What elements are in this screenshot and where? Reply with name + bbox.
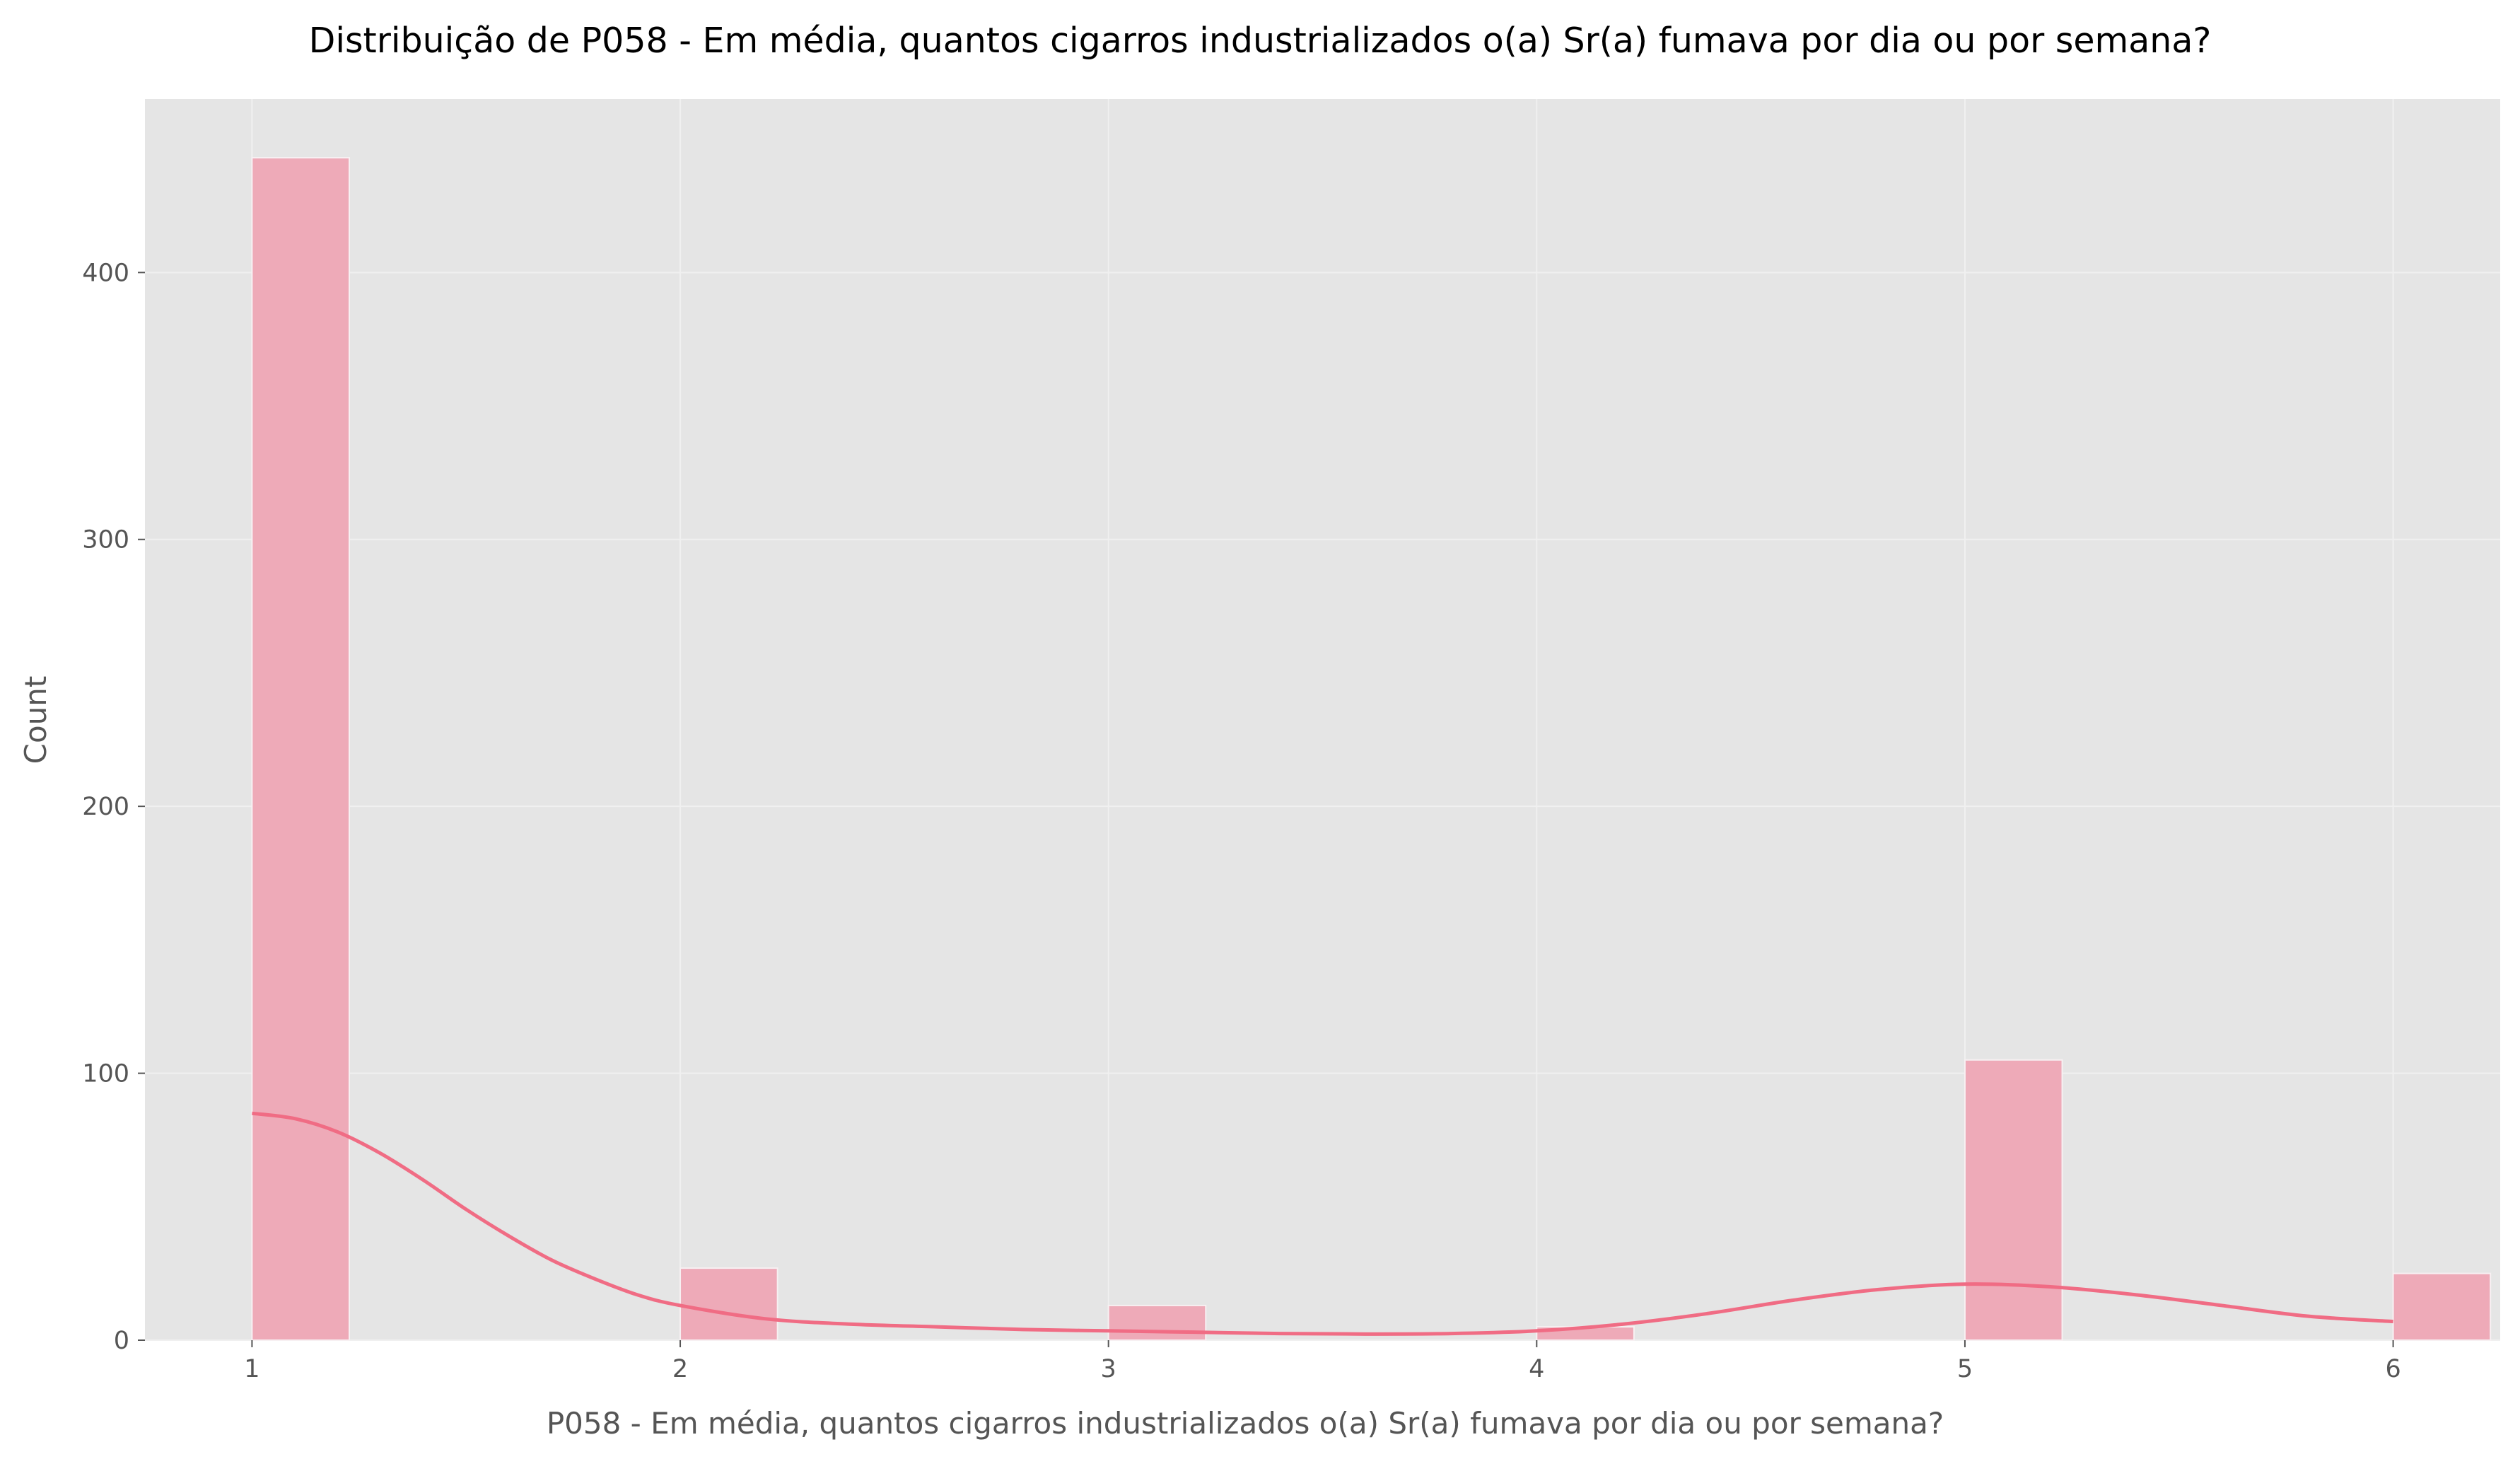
chart-title: Distribuição de P058 - Em média, quantos… (309, 21, 2212, 61)
histogram-bar (2392, 1272, 2492, 1341)
x-tick-label: 5 (1957, 1355, 1973, 1383)
histogram-bar (679, 1267, 778, 1342)
x-tick-label: 2 (672, 1355, 688, 1383)
y-tick-label: 0 (114, 1327, 129, 1355)
y-tick-label: 300 (82, 526, 129, 554)
x-tick-label: 3 (1101, 1355, 1116, 1383)
histogram-bars (251, 157, 2492, 1342)
histogram-bar (1107, 1304, 1207, 1341)
histogram-bar (1964, 1059, 2063, 1342)
x-tick-label: 4 (1529, 1355, 1544, 1383)
x-tick-label: 1 (244, 1355, 259, 1383)
y-axis-ticks: 0 100 200 300 400 (82, 259, 145, 1355)
y-tick-label: 100 (82, 1060, 129, 1088)
plot-area (145, 99, 2500, 1340)
y-tick-label: 200 (82, 793, 129, 821)
y-axis-label: Count (18, 676, 53, 765)
x-axis-label: P058 - Em média, quantos cigarros indust… (547, 1406, 1944, 1441)
histogram-bar (251, 157, 351, 1342)
grid-lines (145, 99, 2500, 1341)
y-tick-label: 400 (82, 259, 129, 287)
x-tick-label: 6 (2385, 1355, 2401, 1383)
x-axis-ticks: 1 2 3 4 5 6 (244, 1340, 2401, 1383)
kde-curve (252, 1111, 2393, 1336)
